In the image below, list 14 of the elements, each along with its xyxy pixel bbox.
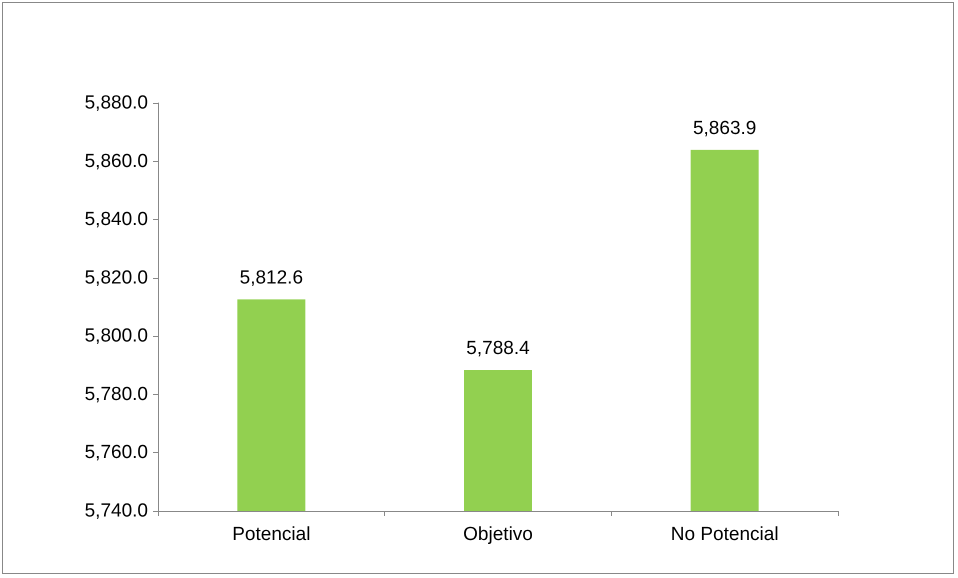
y-tick-label: 5,740.0 <box>84 500 148 522</box>
y-tick-label: 5,820.0 <box>84 267 148 288</box>
data-label: 5,863.9 <box>692 118 756 139</box>
y-tick-label: 5,840.0 <box>84 209 148 230</box>
y-tick-label: 5,860.0 <box>84 150 148 172</box>
data-label: 5,812.6 <box>240 267 304 288</box>
x-tick-label: Potencial <box>232 524 310 545</box>
y-tick-label: 5,760.0 <box>84 442 148 464</box>
y-tick-label: 5,780.0 <box>84 384 148 405</box>
x-tick-label: No Potencial <box>670 524 779 545</box>
y-tick-label: 5,880.0 <box>84 92 148 114</box>
y-tick-label: 5,800.0 <box>84 326 148 347</box>
data-label: 5,788.4 <box>466 338 530 359</box>
x-tick-label: Objetivo <box>463 524 533 545</box>
